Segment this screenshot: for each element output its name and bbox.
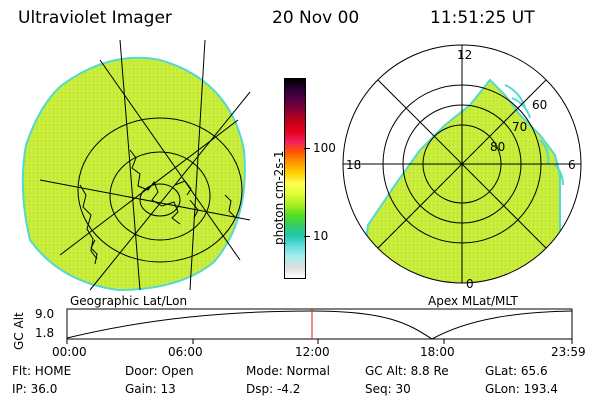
status-gc-alt: GC Alt: 8.8 Re [365, 364, 449, 378]
status-door: Door: Open [125, 364, 194, 378]
colorbar [284, 78, 306, 279]
orbit-altitude-curve [66, 310, 573, 340]
colorbar-tick-mark-10 [304, 236, 310, 237]
mlat-label-70: 70 [512, 120, 528, 134]
colorbar-gradient [285, 79, 305, 278]
colorbar-tick-mark-100 [304, 148, 310, 149]
orbit-xtick-0000: 00:00 [52, 345, 87, 359]
orbit-xtick-0600: 06:00 [168, 345, 203, 359]
orbit-xtick-1800: 18:00 [420, 345, 455, 359]
mlat-label-80: 80 [490, 140, 506, 154]
mlat-label-60: 60 [532, 98, 548, 112]
orbit-ytick-min: 1.8 [35, 326, 55, 340]
polar-grid [342, 44, 582, 284]
orbit-ytick-max: 9.0 [35, 307, 55, 321]
geo-panel-caption: Geographic Lat/Lon [70, 294, 188, 308]
mlt-label-0: 0 [466, 277, 474, 291]
status-mode: Mode: Normal [246, 364, 330, 378]
status-dsp: Dsp: -4.2 [246, 382, 301, 396]
orbit-xtick-2359: 23:59 [551, 345, 586, 359]
observation-time: 11:51:25 UT [430, 8, 535, 28]
instrument-title: Ultraviolet Imager [18, 8, 172, 28]
colorbar-tick-10: 10 [313, 229, 329, 243]
status-ip: IP: 36.0 [12, 382, 58, 396]
observation-date: 20 Nov 00 [272, 8, 360, 28]
status-flt: Flt: HOME [12, 364, 72, 378]
polar-panel-caption: Apex MLat/MLT [428, 294, 518, 308]
status-glon: GLon: 193.4 [485, 382, 558, 396]
geo-coastlines [79, 149, 236, 265]
status-glat: GLat: 65.6 [485, 364, 548, 378]
mlt-label-12: 12 [457, 48, 473, 62]
orbit-xtick-1200: 12:00 [295, 345, 330, 359]
orbit-plot-frame [66, 308, 573, 340]
status-seq: Seq: 30 [365, 382, 411, 396]
status-gain: Gain: 13 [125, 382, 176, 396]
mlt-label-6: 6 [568, 158, 576, 172]
colorbar-tick-100: 100 [313, 141, 336, 155]
mlt-label-18: 18 [346, 158, 362, 172]
